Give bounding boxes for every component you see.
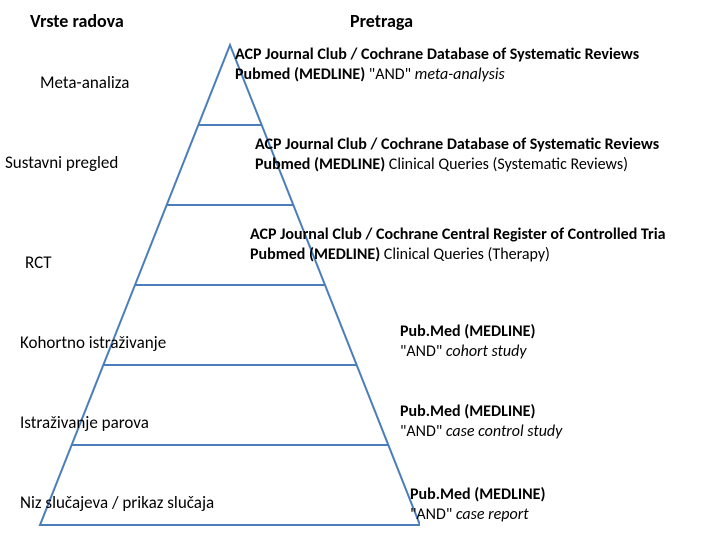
level-label-2: RCT: [25, 252, 52, 273]
level-label-1: Sustavni pregled: [5, 152, 118, 173]
header-right: Pretraga: [350, 10, 413, 32]
level-desc-3: Pub.Med (MEDLINE)"AND" cohort study: [400, 322, 535, 362]
level-desc-4: Pub.Med (MEDLINE)"AND" case control stud…: [400, 402, 562, 442]
level-label-5: Niz slučajeva / prikaz slučaja: [20, 492, 214, 513]
level-label-3: Kohortno istraživanje: [20, 332, 166, 353]
level-desc-2: ACP Journal Club / Cochrane Central Regi…: [250, 225, 666, 265]
level-label-4: Istraživanje parova: [20, 412, 149, 433]
header-left: Vrste radova: [30, 10, 124, 32]
evidence-pyramid: [20, 40, 420, 530]
level-label-0: Meta-analiza: [40, 72, 129, 93]
level-desc-0: ACP Journal Club / Cochrane Database of …: [235, 45, 639, 85]
level-desc-1: ACP Journal Club / Cochrane Database of …: [255, 135, 659, 175]
level-desc-5: Pub.Med (MEDLINE)"AND" case report: [410, 485, 545, 525]
